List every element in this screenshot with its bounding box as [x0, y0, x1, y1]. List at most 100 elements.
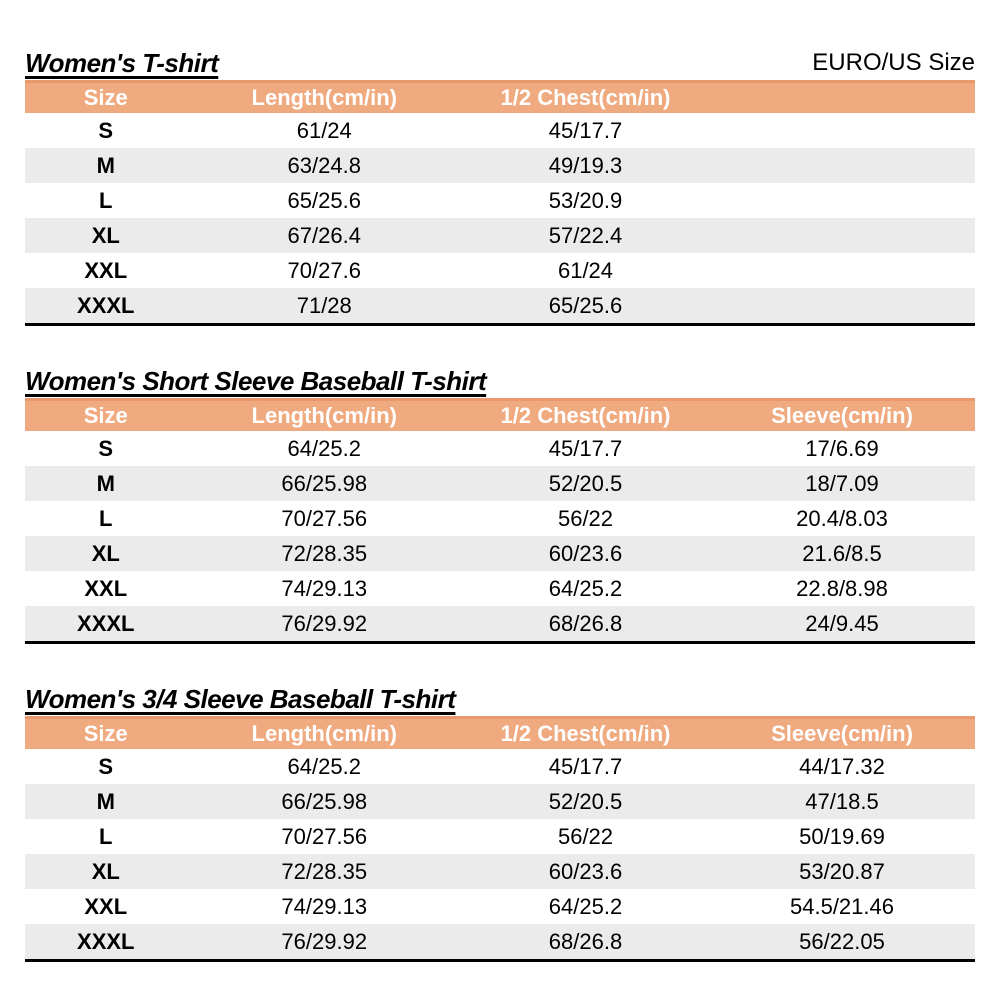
value-cell: 52/20.5: [462, 466, 709, 501]
value-cell: 64/25.2: [186, 749, 462, 784]
value-cell: 60/23.6: [462, 536, 709, 571]
table-row: L 65/25.6 53/20.9: [25, 183, 975, 218]
value-cell: 70/27.56: [186, 501, 462, 536]
value-cell: 65/25.6: [462, 288, 709, 325]
value-cell: 64/25.2: [462, 889, 709, 924]
column-header: 1/2 Chest(cm/in): [462, 80, 709, 113]
column-header: 1/2 Chest(cm/in): [462, 398, 709, 431]
column-header: Length(cm/in): [186, 716, 462, 749]
size-cell: XL: [25, 854, 187, 889]
size-chart-sections: Women's T-shirt EURO/US Size Size Length(cm…: [25, 44, 975, 962]
table-row: XL 67/26.4 57/22.4: [25, 218, 975, 253]
size-cell: S: [25, 113, 187, 148]
value-cell: 22.8/8.98: [709, 571, 975, 606]
value-cell: 56/22: [462, 819, 709, 854]
section-title: Women's 3/4 Sleeve Baseball T-shirt: [25, 684, 456, 714]
header-row: Size Length(cm/in) 1/2 Chest(cm/in) Sleeve(…: [25, 398, 975, 431]
value-cell: 45/17.7: [462, 749, 709, 784]
column-header: Size: [25, 80, 187, 113]
value-cell: 52/20.5: [462, 784, 709, 819]
value-cell: [709, 113, 975, 148]
value-cell: 21.6/8.5: [709, 536, 975, 571]
table-row: L 70/27.56 56/22 20.4/8.03: [25, 501, 975, 536]
size-cell: XXXL: [25, 924, 187, 961]
size-chart-page: Women's T-shirt EURO/US Size Size Length(cm…: [25, 44, 975, 962]
table-row: S 64/25.2 45/17.7 44/17.32: [25, 749, 975, 784]
table-row: M 63/24.8 49/19.3: [25, 148, 975, 183]
size-table: Size Length(cm/in) 1/2 Chest(cm/in) S 61/24 4…: [25, 80, 975, 326]
size-standard-label: EURO/US Size: [812, 49, 975, 76]
size-cell: XXXL: [25, 606, 187, 643]
table-row: XL 72/28.35 60/23.6 53/20.87: [25, 854, 975, 889]
value-cell: 45/17.7: [462, 113, 709, 148]
column-header: Sleeve(cm/in): [709, 398, 975, 431]
table-row: XXL 74/29.13 64/25.2 22.8/8.98: [25, 571, 975, 606]
size-cell: M: [25, 784, 187, 819]
size-cell: S: [25, 749, 187, 784]
value-cell: 61/24: [462, 253, 709, 288]
value-cell: 49/19.3: [462, 148, 709, 183]
value-cell: 68/26.8: [462, 606, 709, 643]
value-cell: 50/19.69: [709, 819, 975, 854]
table-row: L 70/27.56 56/22 50/19.69: [25, 819, 975, 854]
header-row: Size Length(cm/in) 1/2 Chest(cm/in): [25, 80, 975, 113]
value-cell: 67/26.4: [186, 218, 462, 253]
table-row: XXXL 76/29.92 68/26.8 56/22.05: [25, 924, 975, 961]
value-cell: 60/23.6: [462, 854, 709, 889]
value-cell: 61/24: [186, 113, 462, 148]
table-row: XL 72/28.35 60/23.6 21.6/8.5: [25, 536, 975, 571]
size-table: Size Length(cm/in) 1/2 Chest(cm/in) Sleeve(…: [25, 398, 975, 644]
table-row: S 64/25.2 45/17.7 17/6.69: [25, 431, 975, 466]
value-cell: 54.5/21.46: [709, 889, 975, 924]
value-cell: 44/17.32: [709, 749, 975, 784]
value-cell: 57/22.4: [462, 218, 709, 253]
table-row: S 61/24 45/17.7: [25, 113, 975, 148]
section-title: Women's Short Sleeve Baseball T-shirt: [25, 366, 487, 396]
size-cell: XXL: [25, 889, 187, 924]
value-cell: 65/25.6: [186, 183, 462, 218]
value-cell: 76/29.92: [186, 606, 462, 643]
value-cell: 70/27.6: [186, 253, 462, 288]
value-cell: 64/25.2: [462, 571, 709, 606]
value-cell: 74/29.13: [186, 571, 462, 606]
value-cell: 45/17.7: [462, 431, 709, 466]
table-row: XXL 70/27.6 61/24: [25, 253, 975, 288]
size-cell: S: [25, 431, 187, 466]
size-table: Size Length(cm/in) 1/2 Chest(cm/in) Sleeve(…: [25, 716, 975, 962]
value-cell: 18/7.09: [709, 466, 975, 501]
header-row: Size Length(cm/in) 1/2 Chest(cm/in) Sleeve(…: [25, 716, 975, 749]
size-cell: XXL: [25, 571, 187, 606]
size-cell: XL: [25, 536, 187, 571]
value-cell: 24/9.45: [709, 606, 975, 643]
size-cell: M: [25, 466, 187, 501]
value-cell: 70/27.56: [186, 819, 462, 854]
value-cell: 56/22.05: [709, 924, 975, 961]
value-cell: 66/25.98: [186, 466, 462, 501]
column-header: Size: [25, 716, 187, 749]
column-header: Size: [25, 398, 187, 431]
value-cell: [709, 148, 975, 183]
value-cell: [709, 183, 975, 218]
table-row: XXL 74/29.13 64/25.2 54.5/21.46: [25, 889, 975, 924]
value-cell: 56/22: [462, 501, 709, 536]
size-cell: L: [25, 183, 187, 218]
column-header: [709, 80, 975, 113]
column-header: Length(cm/in): [186, 398, 462, 431]
value-cell: 17/6.69: [709, 431, 975, 466]
column-header: 1/2 Chest(cm/in): [462, 716, 709, 749]
section-header-row: Women's 3/4 Sleeve Baseball T-shirt: [25, 680, 975, 714]
size-table-section: Women's Short Sleeve Baseball T-shirt Siz…: [25, 362, 975, 644]
section-header-row: Women's Short Sleeve Baseball T-shirt: [25, 362, 975, 396]
value-cell: 47/18.5: [709, 784, 975, 819]
column-header: Sleeve(cm/in): [709, 716, 975, 749]
value-cell: 72/28.35: [186, 854, 462, 889]
value-cell: 68/26.8: [462, 924, 709, 961]
value-cell: 74/29.13: [186, 889, 462, 924]
table-row: M 66/25.98 52/20.5 18/7.09: [25, 466, 975, 501]
value-cell: [709, 253, 975, 288]
section-header-row: Women's T-shirt EURO/US Size: [25, 44, 975, 78]
table-row: M 66/25.98 52/20.5 47/18.5: [25, 784, 975, 819]
size-table-section: Women's 3/4 Sleeve Baseball T-shirt Size L…: [25, 680, 975, 962]
value-cell: 53/20.87: [709, 854, 975, 889]
value-cell: 76/29.92: [186, 924, 462, 961]
